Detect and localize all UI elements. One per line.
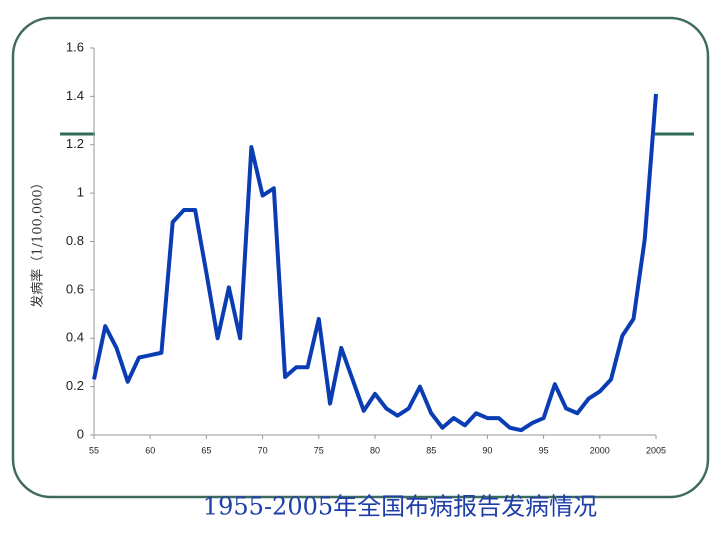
data-line xyxy=(92,93,658,433)
x-tick-label: 2000 xyxy=(590,445,610,455)
y-axis-label: 发病率（1/100,000） xyxy=(30,176,46,307)
x-tick-label: 70 xyxy=(258,445,268,455)
y-tick-label: 0.4 xyxy=(66,330,84,345)
slide-frame xyxy=(11,16,710,499)
y-tick-label: 1.6 xyxy=(66,39,84,54)
y-tick-label: 1.4 xyxy=(66,88,84,103)
x-tick-label: 75 xyxy=(314,445,324,455)
x-tick-label: 95 xyxy=(539,445,549,455)
x-tick-label: 80 xyxy=(370,445,380,455)
y-tick-label: 0 xyxy=(77,426,84,441)
y-tick-label: 0.2 xyxy=(66,378,84,393)
y-tick-label: 1 xyxy=(77,185,84,200)
x-tick-label: 55 xyxy=(89,445,99,455)
x-tick-label: 60 xyxy=(145,445,155,455)
x-tick-label: 65 xyxy=(201,445,211,455)
y-tick-label: 0.8 xyxy=(66,233,84,248)
y-tick-label: 1.2 xyxy=(66,136,84,151)
x-tick-label: 2005 xyxy=(646,445,666,455)
y-tick-label: 0.6 xyxy=(66,281,84,296)
x-tick-label: 90 xyxy=(482,445,492,455)
chart-title: 1955-2005年全国布病报告发病情况 xyxy=(203,493,597,521)
x-tick-label: 85 xyxy=(426,445,436,455)
